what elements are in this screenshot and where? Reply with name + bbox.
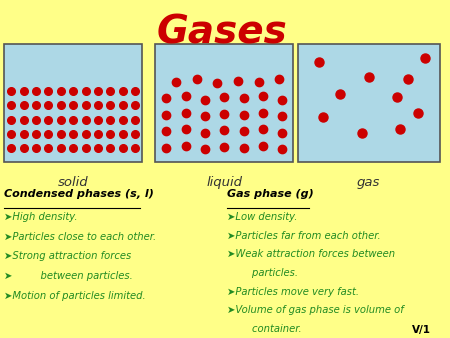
Text: particles.: particles. bbox=[226, 268, 297, 278]
Text: liquid: liquid bbox=[206, 176, 242, 189]
Text: ➤High density.: ➤High density. bbox=[4, 212, 78, 222]
Text: gas: gas bbox=[357, 176, 380, 189]
Text: ➤Motion of particles limited.: ➤Motion of particles limited. bbox=[4, 291, 146, 301]
Bar bbox=[4, 44, 142, 162]
Text: solid: solid bbox=[58, 176, 89, 189]
Text: ➤Low density.: ➤Low density. bbox=[226, 212, 297, 222]
Text: Gas phase (g): Gas phase (g) bbox=[226, 189, 313, 199]
Text: ➤Particles close to each other.: ➤Particles close to each other. bbox=[4, 232, 157, 242]
Text: ➤Particles far from each other.: ➤Particles far from each other. bbox=[226, 231, 380, 241]
Text: ➤Strong attraction forces: ➤Strong attraction forces bbox=[4, 251, 132, 262]
Text: Condensed phases (s, l): Condensed phases (s, l) bbox=[4, 189, 154, 199]
Text: V/1: V/1 bbox=[412, 324, 431, 335]
Text: ➤         between particles.: ➤ between particles. bbox=[4, 271, 133, 281]
Text: ➤Weak attraction forces between: ➤Weak attraction forces between bbox=[226, 249, 395, 260]
Bar bbox=[297, 44, 440, 162]
Text: ➤Particles move very fast.: ➤Particles move very fast. bbox=[226, 287, 359, 297]
Bar bbox=[155, 44, 293, 162]
Text: Gases: Gases bbox=[157, 14, 288, 51]
Text: container.: container. bbox=[226, 324, 301, 334]
Text: ➤Volume of gas phase is volume of: ➤Volume of gas phase is volume of bbox=[226, 305, 403, 315]
